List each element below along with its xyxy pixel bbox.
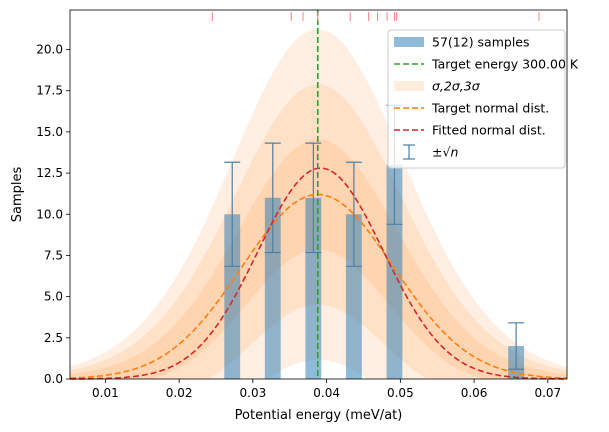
error-bar xyxy=(508,322,525,370)
y-tick-label: 10.0 xyxy=(36,207,63,221)
legend-label: Fitted normal dist. xyxy=(432,123,546,138)
legend-entry: ±√n xyxy=(403,144,458,160)
x-axis-ticks: 0.01 0.02 0.03 0.04 0.05 0.06 0.07 xyxy=(92,379,561,400)
error-bars xyxy=(224,104,525,370)
y-tick-label: 7.5 xyxy=(44,248,63,262)
x-tick-label: 0.02 xyxy=(166,386,193,400)
x-tick-label: 0.05 xyxy=(387,386,414,400)
legend-label: Target normal dist. xyxy=(431,101,549,116)
bar xyxy=(345,214,362,379)
y-tick-label: 17.5 xyxy=(36,84,63,98)
y-axis-ticks: 0.0 2.5 5.0 7.5 10.0 12.5 15.0 17.5 20.0 xyxy=(36,43,70,386)
error-bar xyxy=(305,142,322,254)
legend-label: Target energy 300.00 K xyxy=(431,57,579,72)
legend-entry: Target energy 300.00 K xyxy=(394,57,579,72)
error-bar xyxy=(224,161,241,267)
legend-entry: Target normal dist. xyxy=(394,101,549,116)
x-tick-label: 0.06 xyxy=(461,386,488,400)
y-tick-label: 2.5 xyxy=(44,331,63,345)
legend-swatch xyxy=(394,37,424,47)
bar xyxy=(264,197,281,379)
y-tick-label: 0.0 xyxy=(44,372,63,386)
legend-box xyxy=(387,29,566,169)
y-tick-label: 5.0 xyxy=(44,290,63,304)
y-tick-label: 20.0 xyxy=(36,43,63,57)
sigma-band-1 xyxy=(70,139,567,379)
bar xyxy=(224,214,241,379)
plot-frame xyxy=(69,9,568,380)
sample-rug-ticks xyxy=(211,12,540,21)
legend-label: ±√n xyxy=(432,145,458,160)
legend-entry: σ,2σ,3σ xyxy=(394,79,481,94)
y-axis-label: Samples xyxy=(10,167,25,223)
legend-entry: Fitted normal dist. xyxy=(394,123,546,138)
x-tick-label: 0.03 xyxy=(240,386,267,400)
legend-label: 57(12) samples xyxy=(432,35,530,50)
legend-swatch xyxy=(394,81,424,91)
bar xyxy=(305,197,322,379)
legend-label: σ,2σ,3σ xyxy=(432,79,481,94)
x-tick-label: 0.04 xyxy=(313,386,340,400)
x-axis-label: Potential energy (meV/at) xyxy=(235,408,403,423)
y-tick-label: 15.0 xyxy=(36,125,63,139)
error-bar xyxy=(345,161,362,267)
y-tick-label: 12.5 xyxy=(36,166,63,180)
legend-entry: 57(12) samples xyxy=(394,35,530,50)
legend: 57(12) samples Target energy 300.00 K σ,2σ… xyxy=(387,29,579,169)
x-tick-label: 0.01 xyxy=(92,386,119,400)
error-bar xyxy=(264,142,281,254)
x-tick-label: 0.07 xyxy=(534,386,561,400)
